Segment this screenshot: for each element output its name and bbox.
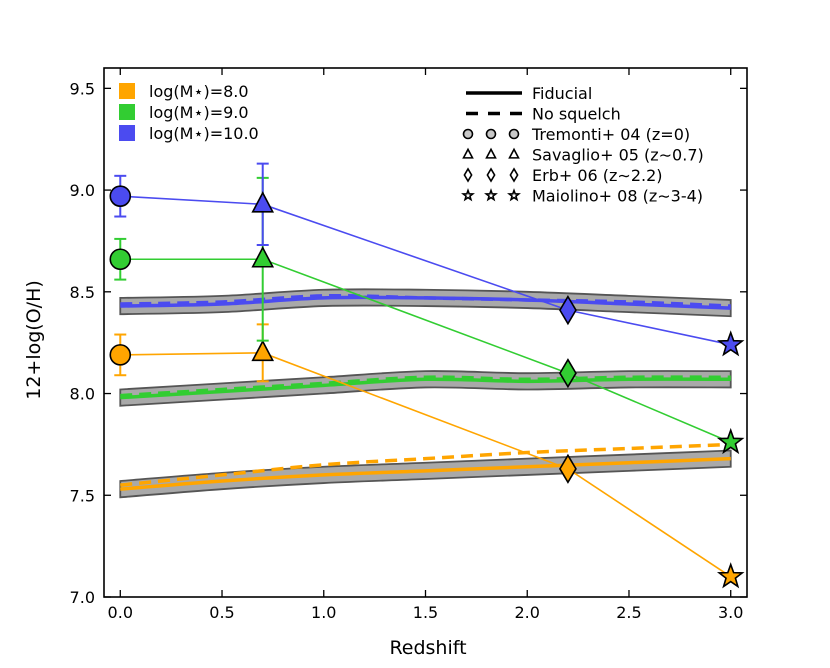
- x-tick-label: 2.0: [515, 603, 540, 622]
- legend-style-label: Maiolino+ 08 (z∼3-4): [532, 187, 703, 206]
- circle-marker: [109, 344, 132, 366]
- y-tick-label: 7.0: [70, 588, 95, 607]
- x-tick-label: 1.0: [311, 603, 336, 622]
- observations-0: [109, 323, 745, 589]
- x-tick-label: 0.0: [108, 603, 133, 622]
- legend-mass-label: log(M⋆)=9.0: [149, 103, 249, 122]
- x-tick-label: 2.5: [616, 603, 641, 622]
- diamond-marker: [559, 295, 577, 326]
- star-marker: [716, 427, 745, 455]
- x-tick-label: 3.0: [718, 603, 743, 622]
- x-tick-label: 1.5: [413, 603, 438, 622]
- no-squelch-line: [120, 375, 731, 398]
- legend-swatch: [119, 125, 135, 141]
- plot-content: [109, 162, 745, 589]
- no-squelch-line: [120, 442, 731, 487]
- legend-triangle-icon: [508, 147, 520, 159]
- model-band: [119, 449, 732, 499]
- legend-diamond-icon: [486, 167, 496, 183]
- observation-line: [120, 195, 731, 346]
- diamond-marker: [559, 453, 577, 484]
- legend-triangle-icon: [485, 147, 497, 159]
- triangle-marker: [251, 339, 275, 362]
- legend-mass-label: log(M⋆)=8.0: [149, 82, 249, 101]
- observations-2: [109, 162, 745, 357]
- no-squelch-line: [120, 294, 731, 308]
- observations-1: [109, 176, 745, 455]
- legend-circle-icon: [462, 128, 474, 140]
- legend-star-icon: [507, 188, 521, 202]
- legend-style-label: Fiducial: [532, 84, 592, 103]
- circle-marker: [109, 185, 132, 207]
- x-axis-label: Redshift: [389, 637, 466, 659]
- legend-style-label: No squelch: [532, 105, 621, 124]
- y-axis-label: 12+log(O/H): [23, 280, 45, 400]
- fiducial-line: [120, 377, 731, 400]
- legend-circle-icon: [485, 128, 497, 140]
- fiducial-line: [120, 456, 731, 491]
- y-tick-label: 9.5: [70, 79, 95, 98]
- mass-legend: log(M⋆)=8.0 log(M⋆)=9.0 log(M⋆)=10.0: [119, 82, 259, 143]
- triangle-marker: [251, 246, 275, 268]
- model-band: [119, 288, 732, 318]
- y-tick-label: 8.0: [70, 385, 95, 404]
- axis-ticks: 0.0 0.5 1.0 1.5 2.0 2.5 3.0 7.0 7.5 8.0 8.5 9.0 9.5: [70, 68, 747, 622]
- legend-style-label: Erb+ 06 (z∼2.2): [532, 166, 663, 185]
- series-1: [119, 370, 732, 407]
- legend-style-label: Savaglio+ 05 (z∼0.7): [532, 146, 704, 165]
- legend-star-icon: [484, 188, 498, 202]
- legend-diamond-icon: [509, 167, 519, 183]
- legend-diamond-icon: [463, 167, 473, 183]
- star-marker: [716, 330, 745, 357]
- y-tick-label: 7.5: [70, 486, 95, 505]
- legend-star-icon: [461, 188, 475, 202]
- x-tick-label: 0.5: [209, 603, 234, 622]
- circle-marker: [109, 248, 132, 271]
- triangle-marker: [251, 191, 275, 213]
- star-marker: [716, 562, 745, 589]
- legend-swatch: [119, 104, 135, 120]
- series-2: [119, 288, 732, 318]
- y-tick-label: 9.0: [70, 181, 95, 200]
- legend-mass-label: log(M⋆)=10.0: [149, 124, 259, 143]
- observation-line: [120, 352, 732, 578]
- diamond-marker: [559, 358, 577, 389]
- y-tick-label: 8.5: [70, 283, 95, 302]
- legend-circle-icon: [508, 128, 520, 140]
- series-0: [119, 442, 732, 499]
- legend-swatch: [119, 83, 135, 99]
- legend-triangle-icon: [462, 147, 474, 159]
- legend-style-label: Tremonti+ 04 (z=0): [531, 125, 690, 144]
- observation-line: [120, 258, 732, 444]
